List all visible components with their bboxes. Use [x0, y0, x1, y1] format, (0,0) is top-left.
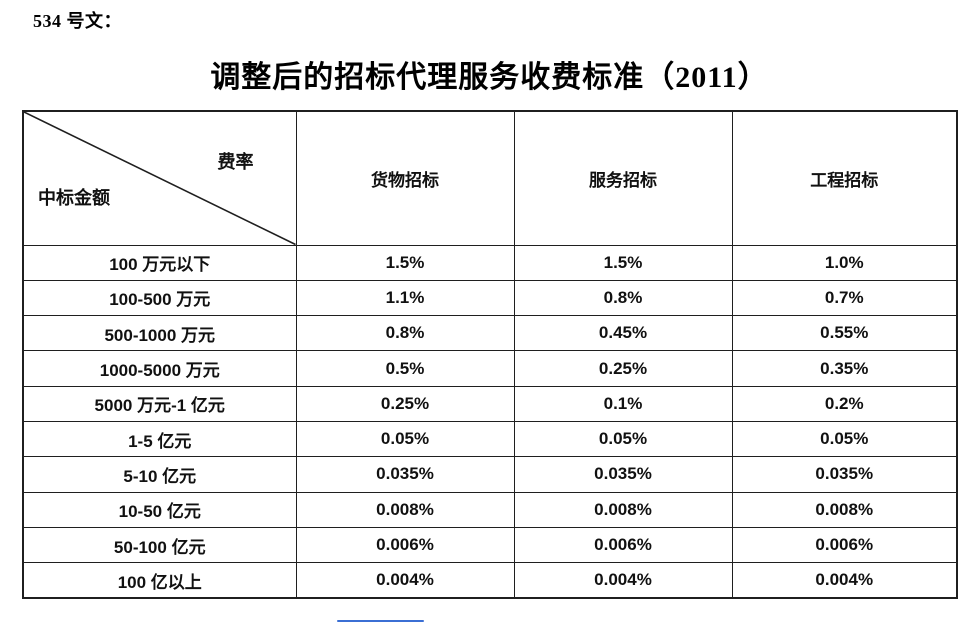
column-header-goods: 货物招标	[295, 110, 515, 246]
rate-cell: 0.006%	[513, 526, 733, 564]
row-label: 1-5 亿元	[22, 420, 297, 458]
corner-label-amount: 中标金额	[38, 188, 110, 208]
table-row: 100-500 万元 1.1% 0.8% 0.7%	[22, 279, 958, 317]
rate-cell: 0.008%	[513, 491, 733, 528]
table-header-row: 费率 中标金额 货物招标 服务招标 工程招标	[22, 110, 958, 246]
rate-cell: 0.05%	[513, 420, 733, 458]
table-row: 1000-5000 万元 0.5% 0.25% 0.35%	[22, 350, 958, 387]
table-row: 500-1000 万元 0.8% 0.45% 0.55%	[22, 315, 958, 352]
rate-cell: 0.2%	[731, 385, 958, 422]
rate-cell: 0.006%	[295, 526, 515, 564]
row-label: 5-10 亿元	[22, 456, 297, 493]
diagonal-divider	[24, 112, 296, 245]
row-label: 10-50 亿元	[22, 491, 297, 528]
rate-cell: 0.45%	[513, 315, 733, 352]
rate-cell: 0.008%	[295, 491, 515, 528]
rate-cell: 0.8%	[295, 315, 515, 352]
page-title: 调整后的招标代理服务收费标准（2011）	[210, 61, 769, 94]
row-label: 1000-5000 万元	[22, 350, 297, 387]
rate-cell: 0.004%	[295, 562, 515, 599]
rate-cell: 0.035%	[731, 456, 958, 493]
rate-cell: 0.035%	[513, 456, 733, 493]
rate-cell: 0.25%	[513, 350, 733, 387]
rate-cell: 1.5%	[513, 244, 733, 281]
table-row: 50-100 亿元 0.006% 0.006% 0.006%	[22, 526, 958, 564]
doc-number-label: 534 号文：	[33, 11, 122, 31]
rate-cell: 0.7%	[731, 279, 958, 317]
rate-cell: 0.35%	[731, 350, 958, 387]
row-label: 500-1000 万元	[22, 315, 297, 352]
rate-cell: 0.004%	[513, 562, 733, 599]
table-row: 5-10 亿元 0.035% 0.035% 0.035%	[22, 456, 958, 493]
rate-cell: 0.008%	[731, 491, 958, 528]
column-header-service: 服务招标	[513, 110, 733, 246]
rate-cell: 1.5%	[295, 244, 515, 281]
blue-ink-mark	[337, 620, 424, 622]
table-row: 100 万元以下 1.5% 1.5% 1.0%	[22, 244, 958, 281]
fee-rate-table: 费率 中标金额 货物招标 服务招标 工程招标 100 万元以下 1.5% 1.5…	[22, 110, 958, 599]
rate-cell: 0.004%	[731, 562, 958, 599]
table-row: 10-50 亿元 0.008% 0.008% 0.008%	[22, 491, 958, 528]
row-label: 100-500 万元	[22, 279, 297, 317]
rate-cell: 1.0%	[731, 244, 958, 281]
rate-cell: 0.55%	[731, 315, 958, 352]
table-row: 1-5 亿元 0.05% 0.05% 0.05%	[22, 420, 958, 458]
rate-cell: 0.1%	[513, 385, 733, 422]
corner-header-cell: 费率 中标金额	[22, 110, 297, 246]
rate-cell: 0.05%	[295, 420, 515, 458]
rate-cell: 1.1%	[295, 279, 515, 317]
corner-label-rate: 费率	[217, 152, 254, 172]
row-label: 5000 万元-1 亿元	[22, 385, 297, 422]
column-header-engineering: 工程招标	[731, 110, 958, 246]
rate-cell: 0.5%	[295, 350, 515, 387]
rate-cell: 0.006%	[731, 526, 958, 564]
row-label: 50-100 亿元	[22, 526, 297, 564]
rate-cell: 0.8%	[513, 279, 733, 317]
row-label: 100 万元以下	[22, 244, 297, 281]
table-row: 100 亿以上 0.004% 0.004% 0.004%	[22, 562, 958, 599]
rate-cell: 0.25%	[295, 385, 515, 422]
table-row: 5000 万元-1 亿元 0.25% 0.1% 0.2%	[22, 385, 958, 422]
rate-cell: 0.035%	[295, 456, 515, 493]
row-label: 100 亿以上	[22, 562, 297, 599]
rate-cell: 0.05%	[731, 420, 958, 458]
